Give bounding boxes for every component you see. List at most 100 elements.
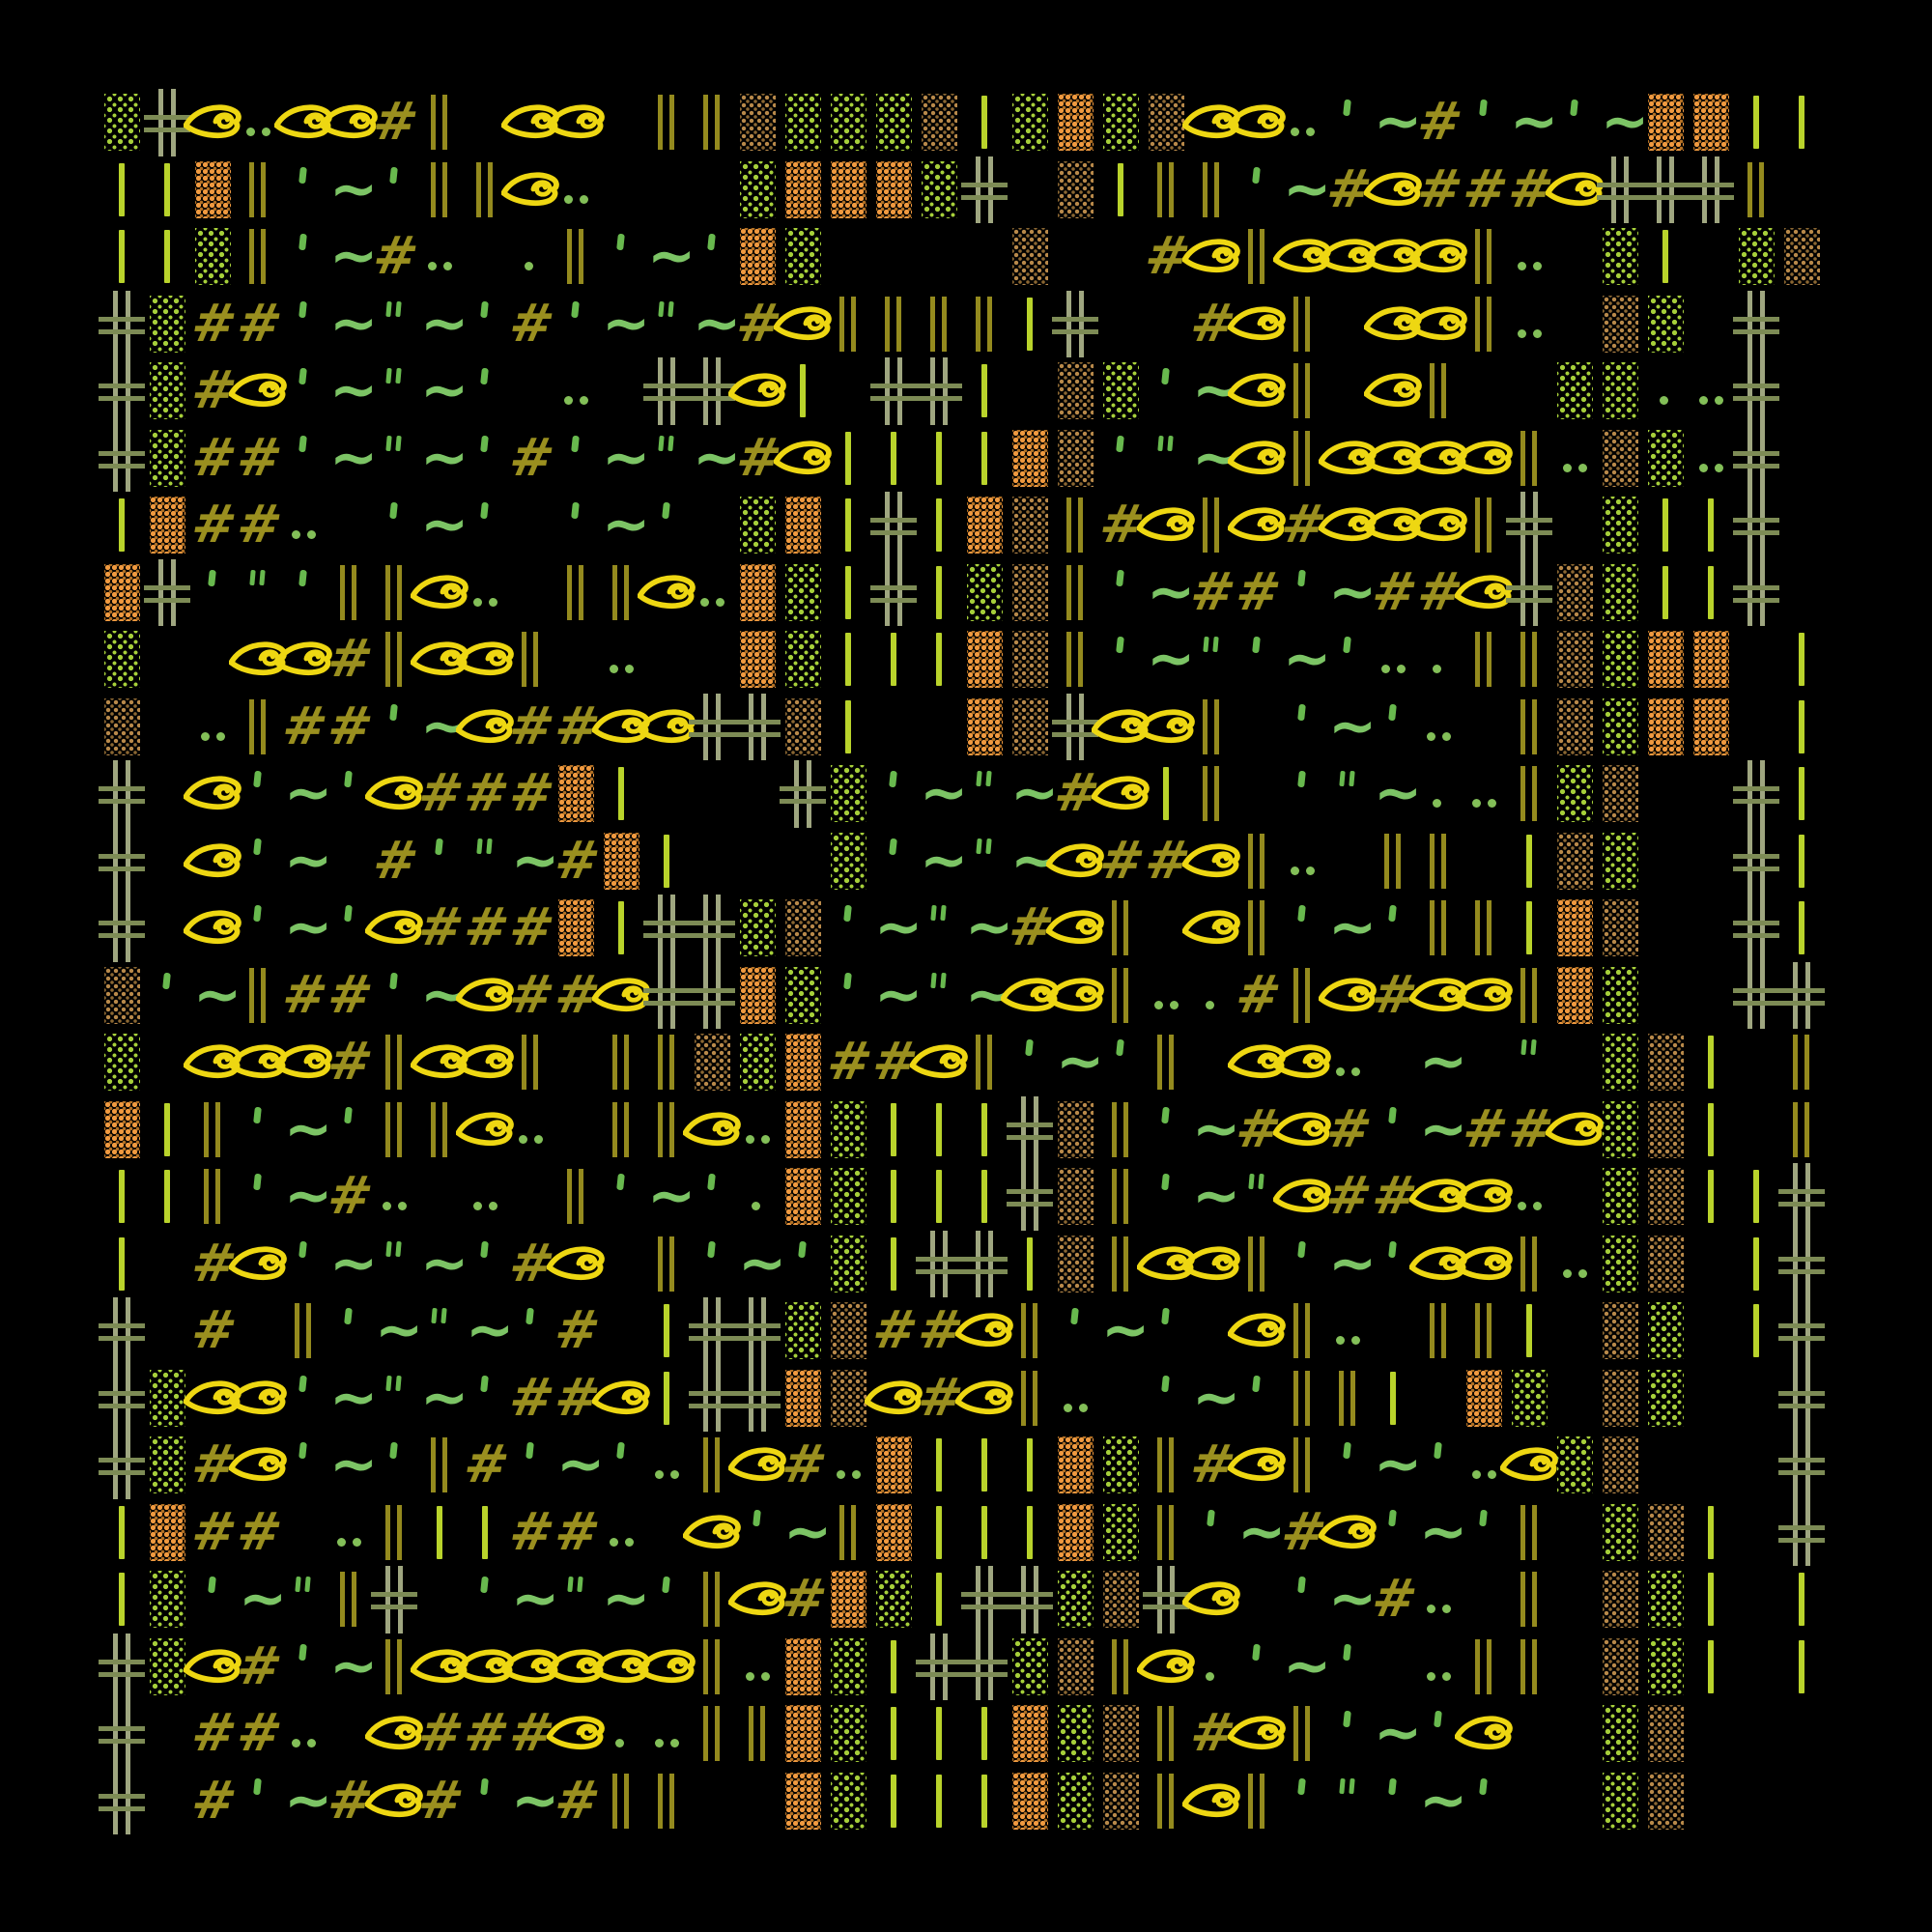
double-olive-bar: [554, 223, 600, 291]
green-dot-block: [1009, 89, 1054, 156]
double-olive-bar: [1145, 1499, 1190, 1567]
eye-glyph: [1092, 760, 1150, 828]
empty: [1553, 492, 1599, 559]
double-olive-bar: [373, 559, 418, 627]
eye-glyph: [728, 1566, 786, 1634]
double-dot-glyph: [1463, 760, 1508, 828]
double-olive-bar: [1099, 962, 1145, 1030]
double-dot-glyph: [827, 1432, 872, 1499]
double-prime-glyph: [963, 828, 1009, 895]
double-dot-glyph: [1690, 425, 1735, 493]
tilde-glyph: ~: [1374, 88, 1423, 156]
single-bright-bar: [963, 1700, 1009, 1768]
green-dot-block: [191, 223, 237, 291]
green-dot-block: [736, 895, 781, 962]
hash-glyph: #: [232, 292, 287, 354]
single-bright-bar: [1735, 1297, 1780, 1365]
eye-glyph: [728, 357, 786, 425]
orange-dot-block: [963, 626, 1009, 694]
eye-glyph: [229, 1432, 287, 1499]
green-dot-block: [781, 89, 827, 156]
double-olive-bar: [1508, 425, 1553, 493]
prime-tick-glyph: [1099, 626, 1145, 694]
prime-tick-glyph: [1417, 1432, 1463, 1499]
double-prime-glyph: [963, 760, 1009, 828]
green-dot-block: [918, 156, 963, 224]
prime-tick-glyph: [1281, 1231, 1326, 1298]
orange-dot-block: [872, 156, 918, 224]
empty: [1553, 1297, 1599, 1365]
single-bright-bar: [918, 1499, 963, 1567]
prime-tick-glyph: [464, 425, 509, 493]
double-cross-glyph: [1733, 492, 1780, 559]
double-dot-glyph: [736, 1634, 781, 1701]
empty: [645, 760, 691, 828]
orange-dot-block: [1463, 1365, 1508, 1433]
eye-glyph: [1182, 1768, 1240, 1835]
double-olive-bar: [1099, 1231, 1145, 1298]
glyph-row: # ~ ~ # # # ~: [99, 1297, 1826, 1365]
tan-dot-block: [1054, 156, 1099, 224]
double-dot-glyph: [1417, 1566, 1463, 1634]
single-bright-bar: [963, 1768, 1009, 1835]
double-cross-glyph: [1007, 1566, 1054, 1634]
single-dot-glyph: [1417, 626, 1463, 694]
prime-tick-glyph: [373, 962, 418, 1030]
eye-glyph: [592, 1365, 650, 1433]
single-bright-bar: [100, 223, 146, 291]
empty: [418, 1566, 464, 1634]
hash-glyph: #: [1412, 91, 1467, 152]
orange-dot-block: [781, 156, 827, 224]
double-cross-glyph: [734, 693, 781, 760]
glyph-row: ~ # # # ~ ~ # ~: [99, 760, 1826, 828]
double-prime-glyph: [645, 291, 691, 358]
tilde-glyph: ~: [511, 826, 560, 895]
green-dot-block: [146, 1634, 191, 1701]
tilde-glyph: ~: [647, 222, 696, 290]
double-olive-bar: [1463, 626, 1508, 694]
green-dot-block: [872, 89, 918, 156]
double-cross-glyph: [734, 1297, 781, 1365]
single-bright-bar: [1145, 760, 1190, 828]
prime-tick-glyph: [146, 962, 191, 1030]
eye-glyph: [1455, 559, 1513, 627]
empty: [1054, 223, 1099, 291]
eye-glyph: [547, 1700, 605, 1768]
single-bright-bar: [1690, 1029, 1735, 1096]
prime-tick-glyph: [1009, 1029, 1054, 1096]
eye-glyph: [1137, 694, 1195, 761]
prime-tick-glyph: [509, 1432, 554, 1499]
double-olive-bar: [1372, 828, 1417, 895]
double-olive-bar: [418, 89, 464, 156]
single-bright-bar: [1690, 1634, 1735, 1701]
double-prime-glyph: [373, 1365, 418, 1433]
tilde-glyph: ~: [1510, 88, 1559, 156]
double-olive-bar: [1099, 1096, 1145, 1164]
double-dot-glyph: [1417, 1634, 1463, 1701]
tilde-glyph: ~: [920, 826, 969, 895]
prime-tick-glyph: [1281, 895, 1326, 962]
double-dot-glyph: [1281, 828, 1326, 895]
eye-glyph: [547, 89, 605, 156]
prime-tick-glyph: [600, 1163, 645, 1231]
single-dot-glyph: [736, 1163, 781, 1231]
glyph-row: ~ # # ~ # #: [100, 558, 1826, 627]
prime-tick-glyph: [827, 962, 872, 1030]
green-dot-block: [1599, 223, 1644, 291]
double-olive-bar: [600, 1768, 645, 1835]
double-olive-bar: [1417, 357, 1463, 425]
orange-dot-block: [963, 694, 1009, 761]
empty: [691, 1768, 736, 1835]
prime-tick-glyph: [373, 1432, 418, 1499]
double-olive-bar: [691, 89, 736, 156]
hash-glyph: #: [777, 1568, 832, 1629]
double-cross-glyph: [643, 961, 691, 1029]
eye-glyph: [1228, 1432, 1286, 1499]
tilde-glyph: ~: [1328, 1229, 1378, 1297]
tan-dot-block: [1644, 1499, 1690, 1567]
tilde-glyph: ~: [284, 894, 333, 961]
eye-glyph: [456, 626, 514, 694]
double-olive-bar: [418, 156, 464, 224]
double-olive-bar: [237, 156, 282, 224]
prime-tick-glyph: [1145, 357, 1190, 425]
